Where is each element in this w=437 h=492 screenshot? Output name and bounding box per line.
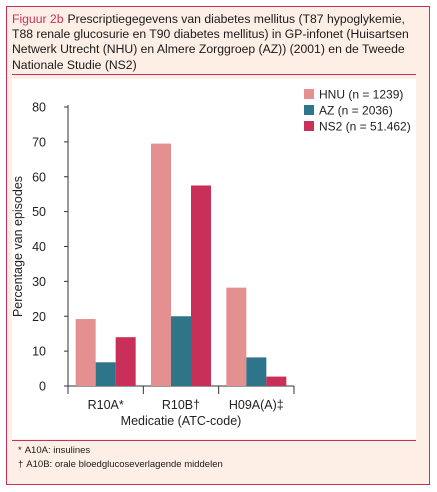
footnote-divider [12,440,416,441]
bar-1-1 [75,319,96,386]
caption-text: Prescriptiegegevens van diabetes mellitu… [12,12,409,72]
footnote-2: † A10B: orale bloedglucoseverlagende midd… [18,458,416,472]
y-tick-label-1: 10 [32,345,46,359]
caption-divider [12,74,416,75]
y-tick-label-5: 50 [32,205,46,219]
footnote-2-text: A10B: orale bloedglucoseverlagende midde… [26,459,223,470]
y-tick-label-6: 60 [32,170,46,184]
chart-area: 0 10 20 30 40 50 60 70 80 R10A* R10B† H09A(A)‡ Medic… [11,79,416,439]
legend-label-2: AZ (n = 2036) [319,104,393,118]
bar-3-2 [246,357,267,386]
x-tick-label-2: R10B† [162,398,200,412]
y-axis-title: Percentage van episodes [11,176,25,317]
legend-label-3: NS2 (n = 51.462) [319,120,411,134]
footnote-2-symbol: † [18,459,24,470]
legend-swatch-2 [304,105,314,115]
y-tick-label-4: 40 [32,240,46,254]
y-tick-label-7: 70 [32,135,46,149]
footnote-1: * A10A: insulines [18,444,416,458]
footnote-1-text: A10A: insulines [24,445,91,456]
footnote-1-symbol: * [18,445,22,456]
figure-caption: Figuur 2b Prescriptiegegevens van diabete… [12,12,416,73]
bar-2-1 [151,143,171,386]
y-tick-label-8: 80 [32,101,46,115]
bar-2-3 [191,185,211,386]
bar-1-2 [95,362,116,386]
bar-1-3 [115,337,136,386]
y-tick-label-3: 30 [32,275,46,289]
legend-swatch-3 [304,121,314,131]
legend-label-1: HNU (n = 1239) [319,88,403,102]
x-tick-label-3: H09A(A)‡ [229,398,284,412]
y-tick-label-2: 20 [32,310,46,324]
x-axis-title: Medicatie (ATC-code) [121,414,242,428]
footnotes: * A10A: insulines † A10B: orale bloedgluco… [18,444,416,472]
x-tick-label-1: R10A* [88,398,124,412]
bar-3-3 [266,376,287,386]
bar-2-2 [171,316,191,386]
bar-3-1 [226,287,247,386]
figure-label: Figuur 2b [12,12,64,26]
y-tick-label-0: 0 [39,380,46,394]
legend-swatch-1 [304,89,314,99]
bar-chart: 0 10 20 30 40 50 60 70 80 R10A* R10B† H09A(A)‡ Medic… [11,88,411,429]
